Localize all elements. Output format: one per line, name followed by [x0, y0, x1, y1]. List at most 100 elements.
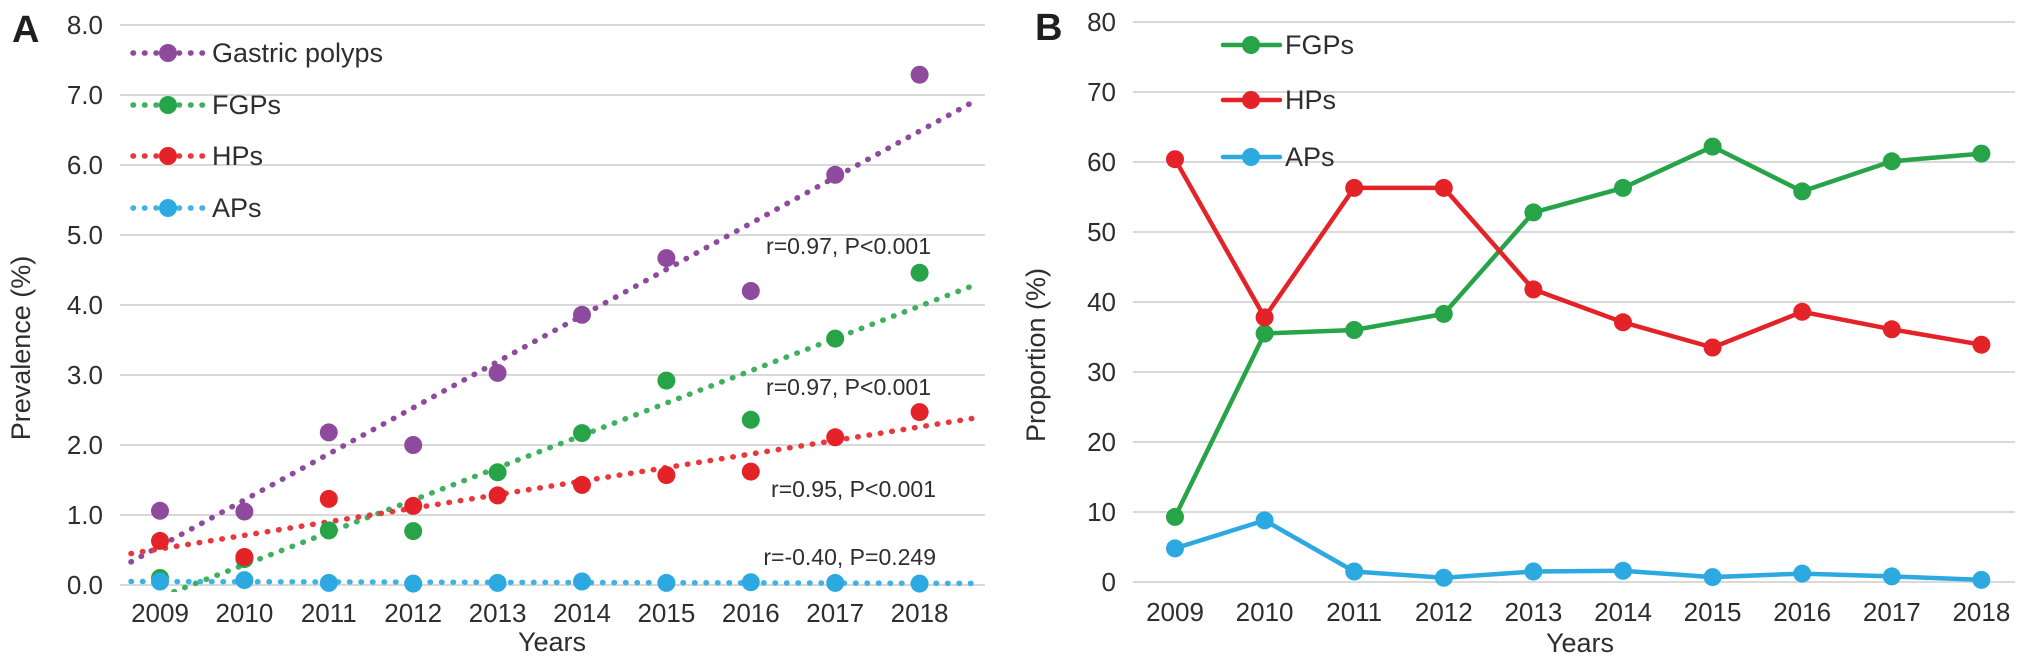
- data-point-hps: [910, 403, 929, 422]
- data-point-aps: [1524, 562, 1543, 581]
- data-point-fgps: [1614, 178, 1632, 197]
- y-tick-label: 4.0: [67, 290, 103, 320]
- x-tick-label: 2015: [1684, 597, 1742, 627]
- data-point-hps: [151, 531, 169, 550]
- data-point-gastric-polyps: [488, 363, 507, 382]
- data-point-aps: [151, 572, 169, 591]
- legend-item-aps: APs: [1220, 142, 1335, 172]
- y-tick-label: 50: [1087, 217, 1116, 247]
- data-point-fgps: [657, 371, 676, 390]
- data-point-aps: [741, 573, 760, 592]
- data-point-fgps: [1255, 324, 1274, 343]
- data-point-hps: [404, 496, 423, 515]
- x-tick-label: 2015: [637, 598, 695, 628]
- x-tick-label: 2013: [1504, 597, 1562, 627]
- data-point-fgps: [319, 521, 338, 540]
- data-point-aps: [319, 573, 338, 592]
- x-tick-label: 2010: [1236, 597, 1294, 627]
- panel-a-y-axis-title: Prevalence (%): [6, 256, 36, 441]
- data-point-hps: [1524, 280, 1543, 299]
- legend-label: APs: [1285, 142, 1335, 172]
- data-point-aps: [1614, 561, 1632, 580]
- correlation-annotation: r=0.97, P<0.001: [766, 233, 931, 259]
- x-tick-label: 2012: [1415, 597, 1473, 627]
- data-point-fgps: [1434, 304, 1453, 323]
- legend-label: Gastric polyps: [212, 38, 383, 68]
- data-point-aps: [235, 571, 254, 590]
- data-point-hps: [1882, 320, 1901, 339]
- data-point-hps: [1793, 302, 1812, 321]
- data-point-aps: [1703, 568, 1722, 587]
- data-point-hps: [1434, 178, 1453, 197]
- legend-item-hps: HPs: [1220, 85, 1336, 115]
- data-point-aps: [1882, 567, 1901, 586]
- data-point-aps: [404, 574, 423, 593]
- x-tick-label: 2009: [1146, 597, 1204, 627]
- legend-label: APs: [212, 193, 262, 223]
- legend-marker-dot: [1242, 148, 1260, 166]
- panel-b-plot: 0 10 20 30 40 50 60 70 80 2009 2010 2011 2012 2013 201…: [1087, 7, 2015, 627]
- data-point-fgps: [1703, 137, 1722, 156]
- y-tick-label: 6.0: [67, 150, 103, 180]
- legend-item-aps: APs: [130, 193, 262, 223]
- data-point-hps: [657, 466, 676, 485]
- data-point-gastric-polyps: [319, 423, 338, 442]
- data-point-gastric-polyps: [151, 501, 169, 520]
- correlation-annotation: r=0.95, P<0.001: [771, 476, 936, 502]
- data-point-aps: [657, 573, 676, 592]
- correlation-annotation: r=0.97, P<0.001: [766, 374, 931, 400]
- data-point-hps: [319, 489, 338, 508]
- panel-b-letter: B: [1035, 7, 1062, 49]
- data-point-fgps: [1793, 182, 1812, 201]
- data-point-hps: [1703, 338, 1722, 357]
- data-point-aps: [488, 573, 507, 592]
- legend-label: HPs: [212, 141, 263, 171]
- y-tick-label: 1.0: [67, 500, 103, 530]
- data-point-aps: [1434, 568, 1453, 587]
- data-point-fgps: [826, 329, 845, 348]
- panel-a-letter: A: [12, 9, 39, 51]
- data-point-fgps: [910, 263, 929, 282]
- x-tick-label: 2014: [1594, 597, 1652, 627]
- data-point-aps: [573, 572, 591, 591]
- y-tick-label: 80: [1087, 7, 1116, 37]
- panel-a-chart: A Prevalence (%) Years 0.0 1.0 2.0 3.0 4.0 5.…: [6, 9, 985, 657]
- data-point-hps: [741, 462, 760, 481]
- legend-marker-dot: [1242, 36, 1260, 54]
- data-point-fgps: [741, 410, 760, 429]
- trendline-fgps: [165, 280, 981, 592]
- y-tick-label: 60: [1087, 147, 1116, 177]
- data-point-fgps: [1345, 321, 1364, 339]
- data-point-aps: [826, 573, 845, 592]
- x-tick-label: 2018: [891, 598, 949, 628]
- panel-a-plot: 0.0 1.0 2.0 3.0 4.0 5.0 6.0 7.0 8.0 2009 2010 2011 2…: [67, 10, 985, 628]
- data-point-aps: [1972, 570, 1991, 589]
- y-tick-label: 10: [1087, 497, 1116, 527]
- x-tick-label: 2018: [1952, 597, 2010, 627]
- series-line-hps: [1172, 156, 1984, 350]
- x-tick-label: 2009: [131, 598, 189, 628]
- data-point-hps: [488, 486, 507, 505]
- y-tick-label: 20: [1087, 427, 1116, 457]
- x-tick-label: 2011: [1326, 597, 1382, 627]
- data-point-gastric-polyps: [235, 502, 254, 521]
- y-tick-label: 2.0: [67, 430, 103, 460]
- series-line-aps: [1172, 518, 1984, 583]
- legend-item-fgps: FGPs: [1220, 30, 1354, 60]
- legend-marker-dot: [159, 96, 177, 114]
- data-point-fgps: [404, 522, 423, 541]
- y-tick-label: 0: [1102, 567, 1116, 597]
- y-tick-label: 0.0: [67, 570, 103, 600]
- data-point-hps: [826, 428, 845, 447]
- correlation-annotation: r=-0.40, P=0.249: [763, 544, 936, 570]
- data-point-gastric-polyps: [910, 65, 929, 84]
- data-point-gastric-polyps: [741, 282, 760, 300]
- data-point-aps: [1255, 511, 1274, 530]
- y-tick-label: 30: [1087, 357, 1116, 387]
- legend-item-hps: HPs: [130, 141, 263, 171]
- legend-item-gastric-polyps: Gastric polyps: [130, 38, 383, 68]
- data-point-gastric-polyps: [573, 305, 591, 324]
- data-point-hps: [235, 548, 254, 566]
- data-point-aps: [1166, 539, 1184, 558]
- data-point-hps: [1614, 313, 1632, 332]
